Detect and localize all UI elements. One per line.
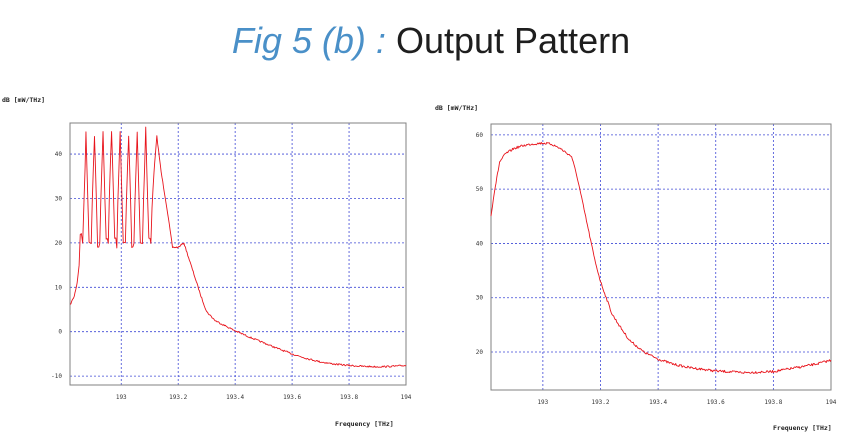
y-tick-label: 20 (476, 349, 484, 356)
x-tick-label: 193.2 (169, 394, 187, 401)
x-tick-label: 193 (537, 399, 548, 406)
x-tick-label: 194 (826, 399, 837, 406)
y-tick-labels: -10 0 10 20 30 40 (51, 151, 62, 380)
x-tick-label: 193 (116, 394, 127, 401)
figure-title: Fig 5 (b) : Output Pattern (0, 20, 862, 62)
trace-layer (69, 126, 407, 368)
y-tick-label: 40 (55, 151, 63, 158)
y-tick-label: 30 (55, 195, 63, 202)
y-axis-label: dB [mW/THz] (435, 104, 478, 112)
y-tick-label: 60 (476, 132, 484, 139)
x-tick-labels: 193 193.2 193.4 193.6 193.8 194 (537, 399, 836, 406)
x-tick-label: 193.6 (283, 394, 301, 401)
figure-caption: Output Pattern (395, 20, 631, 61)
spectrum-chart-right: dB [mW/THz] 20 30 40 50 60 193 193.2 193.4 193.… (435, 104, 837, 432)
plot-border (69, 122, 407, 386)
y-tick-label: 30 (476, 295, 484, 302)
series-line (69, 126, 407, 368)
y-tick-label: 20 (55, 240, 63, 247)
x-axis-label: Frequency [THz] (773, 424, 832, 432)
x-tick-labels: 193 193.2 193.4 193.6 193.8 194 (116, 394, 412, 401)
plot-frame (490, 123, 832, 391)
series-line (490, 141, 832, 374)
y-tick-label: 0 (58, 329, 62, 336)
y-tick-label: 50 (476, 186, 484, 193)
grid (491, 124, 832, 390)
x-tick-label: 193.8 (764, 399, 782, 406)
x-tick-label: 193.4 (649, 399, 667, 406)
x-tick-label: 193.8 (340, 394, 358, 401)
x-tick-label: 193.2 (591, 399, 609, 406)
y-axis-label: dB [mW/THz] (2, 96, 45, 104)
y-tick-label: 10 (55, 284, 63, 291)
y-tick-label: -10 (51, 373, 62, 380)
plot-frame (69, 122, 407, 386)
y-tick-label: 40 (476, 240, 484, 247)
y-tick-labels: 20 30 40 50 60 (476, 132, 484, 356)
x-tick-label: 193.6 (707, 399, 725, 406)
x-axis-label: Frequency [THz] (335, 420, 394, 428)
x-tick-label: 194 (401, 394, 412, 401)
x-tick-label: 193.4 (226, 394, 244, 401)
figure-number: Fig 5 (b) : (231, 20, 386, 61)
plot-border (490, 123, 832, 391)
grid (70, 123, 407, 385)
trace-layer (490, 141, 832, 374)
